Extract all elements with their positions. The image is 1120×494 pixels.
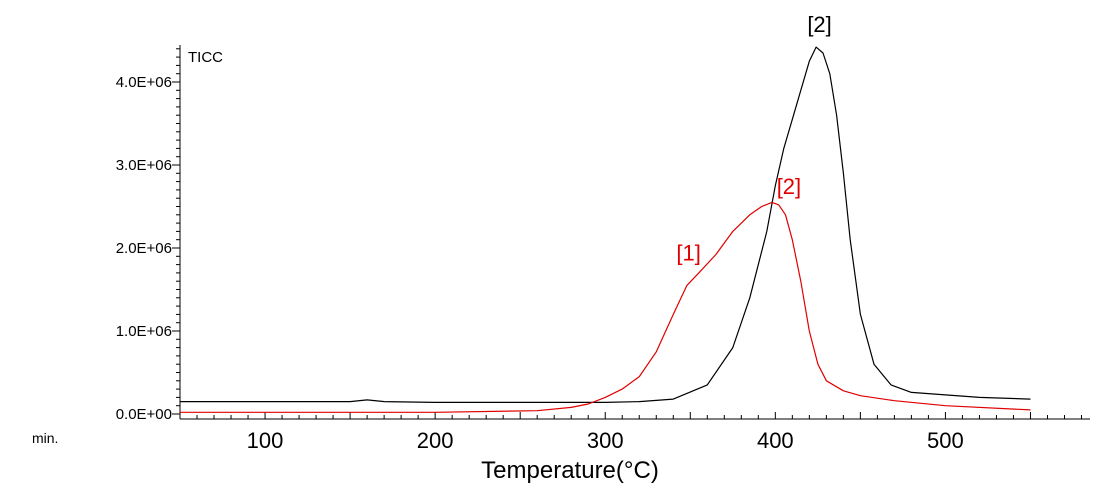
plot-frame (179, 45, 1090, 420)
y-tick-label: 2.0E+06 (116, 240, 172, 257)
x-tick-label: 400 (757, 428, 794, 453)
series-line-red (180, 201, 1031, 413)
x-axis-title: Temperature(°C) (481, 457, 659, 484)
y-tick-label: 1.0E+06 (116, 323, 172, 340)
annotations: [2] [1] [2] (676, 12, 831, 265)
x-tick-label: 500 (927, 428, 964, 453)
x-tick-label: 100 (247, 428, 284, 453)
x-unit-label: min. (32, 430, 58, 446)
y-tick-label: 3.0E+06 (116, 157, 172, 174)
y-tick-label: 4.0E+06 (116, 74, 172, 91)
x-tick-label: 300 (587, 428, 624, 453)
y-ticks: 0.0E+00 1.0E+06 2.0E+06 3.0E+06 4.0E+06 (116, 74, 180, 423)
series-line-black (180, 46, 1031, 403)
plot-label: TICC (188, 49, 223, 66)
y-tick-label: 0.0E+00 (116, 406, 172, 423)
peak-annotation: [2] (807, 12, 831, 37)
x-tick-label: 200 (417, 428, 454, 453)
peak-annotation: [2] (777, 174, 801, 199)
x-ticks: 100 200 300 400 500 (179, 412, 1082, 453)
peak-annotation: [1] (676, 240, 700, 265)
series-layer (180, 46, 1031, 413)
y-minor-ticks (176, 48, 180, 415)
